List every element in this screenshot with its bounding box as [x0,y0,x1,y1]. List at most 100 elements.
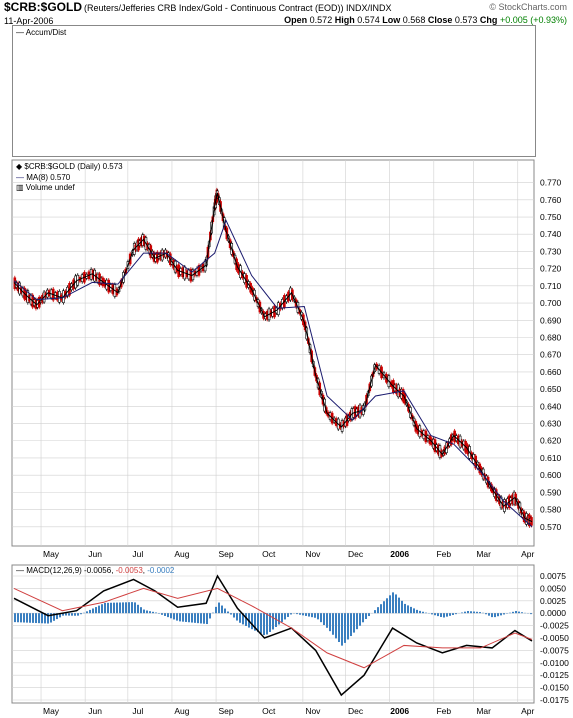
y-tick-label: 0.750 [540,212,562,222]
open-label: Open [284,15,308,25]
histogram-bar [245,613,247,626]
close-label: Close [427,15,453,25]
histogram-bar [512,611,514,614]
histogram-bar [194,613,196,623]
price-legend-volume-text: Volume undef [25,183,75,192]
macd-legend: — MACD(12,26,9) -0.0056, -0.0053, -0.000… [16,566,175,575]
histogram-bar [335,613,337,639]
histogram-bar [329,613,331,632]
histogram-bar [455,613,457,615]
ohlc-summary: Open 0.572 High 0.574 Low 0.568 Close 0.… [284,15,567,25]
histogram-bar [131,602,133,614]
macd-legend-signal-value: -0.0053 [115,566,143,575]
histogram-bar [53,613,55,621]
histogram-bar [68,613,70,616]
histogram-bar [203,613,205,624]
histogram-bar [311,613,313,618]
histogram-bar [41,613,43,624]
histogram-bar [167,613,169,618]
histogram-bar [359,613,361,626]
histogram-bar [146,610,148,614]
y-tick-label: 0.610 [540,453,562,463]
histogram-bar [479,612,481,614]
histogram-bar [212,612,214,614]
macd-histogram [14,592,532,646]
high-value: 0.574 [357,15,380,25]
y-tick-label: 0.0050 [540,583,566,593]
histogram-bar [323,613,325,625]
y-tick-label: 0.650 [540,384,562,394]
histogram-bar [356,613,358,630]
y-tick-label: 0.770 [540,178,562,188]
histogram-bar [242,613,244,625]
y-tick-label: 0.700 [540,298,562,308]
close-value: 0.573 [454,15,478,25]
y-tick-label: -0.0125 [540,670,569,680]
histogram-bar [440,613,442,617]
x-tick-label: Jul [132,549,143,559]
histogram-bar [449,613,451,616]
histogram-bar [515,610,517,614]
signal-series-line [13,587,533,669]
x-tick-label: May [43,706,60,716]
histogram-bar [218,602,220,614]
histogram-bar [182,613,184,622]
price-chart: 0.770 0.760 0.750 0.740 0.730 0.720 0.710 0.700… [11,159,562,559]
y-tick-label: 0.630 [540,419,562,429]
histogram-bar [161,613,163,615]
histogram-bar [191,613,193,623]
histogram-bar [434,613,436,616]
price-legend-ma-text: MA(8) 0.570 [26,173,71,182]
y-tick-label: -0.0025 [540,621,569,631]
histogram-bar [116,602,118,614]
ma8-series-line [13,219,533,528]
histogram-bar [461,612,463,614]
macd-plot-frame [11,564,535,704]
histogram-bar [32,613,34,623]
histogram-bar [137,604,139,614]
histogram-bar [473,611,475,614]
histogram-bar [92,608,94,614]
symbol-name: (Reuters/Jefferies CRB Index/Gold - Cont… [84,3,392,13]
histogram-bar [209,613,211,619]
histogram-bar [518,611,520,614]
histogram-bar [437,613,439,617]
histogram-bar [392,592,394,614]
symbol-text: $CRB:$GOLD [4,0,83,14]
price-legend-volume: ▥ Volume undef [16,183,75,192]
y-tick-label: 0.710 [540,281,562,291]
high-label: High [334,15,355,25]
y-tick-label: 0.0000 [540,608,566,618]
y-tick-label: 0.740 [540,229,562,239]
histogram-bar [227,611,229,614]
x-tick-label: 2006 [390,706,409,716]
x-tick-label: Feb [436,549,451,559]
histogram-bar [98,605,100,614]
x-tick-label: Dec [348,706,364,716]
y-tick-label: 0.570 [540,522,562,532]
histogram-bar [119,602,121,614]
histogram-bar [296,613,298,615]
x-tick-label: May [43,549,60,559]
histogram-bar [179,613,181,622]
histogram-bar [404,603,406,614]
y-tick-label: 0.680 [540,332,562,342]
y-tick-label: 0.720 [540,264,562,274]
histogram-bar [413,608,415,614]
y-tick-label: -0.0100 [540,658,569,668]
histogram-bar [497,613,499,617]
histogram-bar [470,611,472,614]
histogram-bar [401,600,403,614]
histogram-bar [275,613,277,627]
histogram-bar [251,613,253,630]
histogram-bar [494,613,496,618]
histogram-bar [170,613,172,619]
chg-label: Chg [479,15,498,25]
low-label: Low [382,15,401,25]
histogram-bar [398,597,400,614]
quote-date: 11-Apr-2006 [4,16,54,26]
histogram-bar [476,611,478,614]
histogram-bar [113,602,115,614]
price-grid [12,160,534,546]
open-value: 0.572 [309,15,333,25]
